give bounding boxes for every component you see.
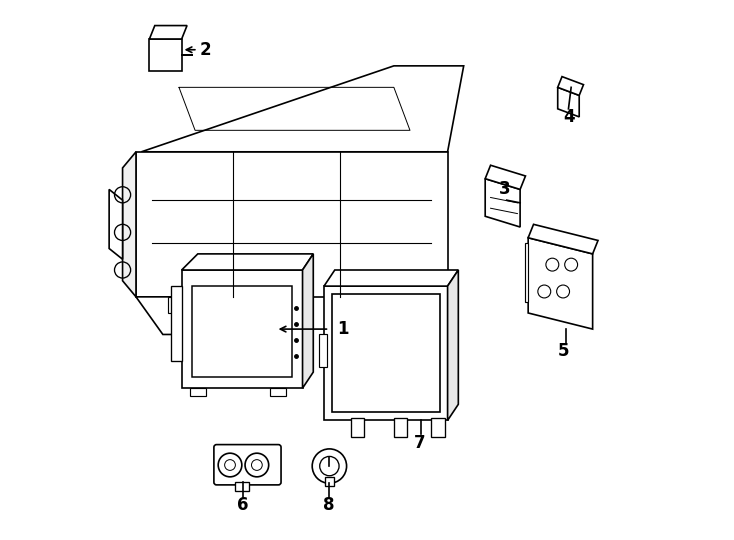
Text: 2: 2 (200, 40, 211, 59)
Text: 8: 8 (322, 496, 334, 514)
Text: 7: 7 (414, 434, 426, 452)
Polygon shape (142, 66, 464, 152)
Polygon shape (136, 152, 448, 297)
Bar (351, 418, 364, 436)
Polygon shape (558, 77, 584, 96)
Bar (192, 286, 292, 377)
Bar (189, 388, 206, 396)
Text: 3: 3 (498, 180, 510, 198)
Polygon shape (109, 190, 123, 259)
Polygon shape (485, 165, 526, 190)
Polygon shape (558, 87, 579, 117)
Text: 5: 5 (557, 342, 569, 360)
Polygon shape (150, 25, 187, 39)
Polygon shape (528, 224, 598, 254)
Polygon shape (485, 179, 520, 227)
Polygon shape (181, 254, 313, 270)
Bar (168, 297, 189, 313)
Text: 4: 4 (564, 108, 575, 126)
Bar (394, 297, 415, 313)
Polygon shape (324, 286, 448, 421)
Polygon shape (150, 39, 181, 71)
Polygon shape (302, 254, 313, 388)
Text: 1: 1 (337, 320, 349, 338)
Bar (319, 334, 327, 367)
Polygon shape (136, 297, 195, 334)
Text: 6: 6 (236, 496, 248, 514)
Bar (270, 388, 286, 396)
Polygon shape (181, 270, 302, 388)
FancyBboxPatch shape (214, 444, 281, 485)
Polygon shape (526, 243, 528, 302)
Bar (236, 482, 249, 491)
Bar (432, 418, 445, 436)
Polygon shape (123, 152, 136, 297)
Bar (394, 418, 407, 436)
Polygon shape (324, 270, 458, 286)
Polygon shape (448, 270, 458, 421)
Bar (332, 294, 440, 413)
Polygon shape (528, 238, 592, 329)
Bar (325, 477, 334, 486)
Polygon shape (171, 286, 181, 361)
